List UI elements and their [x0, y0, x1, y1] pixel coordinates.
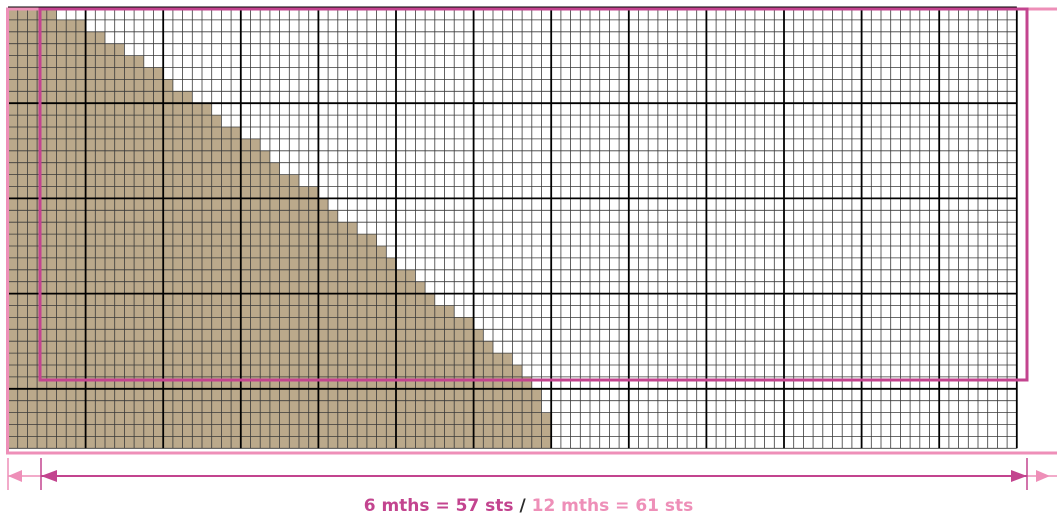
caption-separator: / — [514, 496, 532, 516]
size-12-months-arrow-right — [1036, 470, 1050, 482]
shaded-row — [8, 401, 542, 413]
size-12-months-arrow-left — [8, 470, 22, 482]
size-caption: 6 mths = 57 sts / 12 mths = 61 sts — [0, 496, 1057, 516]
shaded-row — [8, 246, 386, 258]
width-dimension-arrows — [8, 458, 1057, 490]
shaded-row — [8, 151, 270, 163]
shaded-row — [8, 389, 542, 401]
caption-size-6-months: 6 mths = 57 sts — [364, 496, 514, 516]
size-6-months-arrow-left — [41, 470, 57, 482]
shaded-row — [8, 79, 173, 91]
caption-size-12-months: 12 mths = 61 sts — [532, 496, 694, 516]
size-6-months-arrow-right — [1011, 470, 1027, 482]
shaded-row — [8, 198, 328, 210]
knitting-chart — [0, 0, 1057, 490]
shaded-row — [8, 282, 425, 294]
shaded-row — [8, 329, 483, 341]
shaded-row — [8, 91, 192, 103]
